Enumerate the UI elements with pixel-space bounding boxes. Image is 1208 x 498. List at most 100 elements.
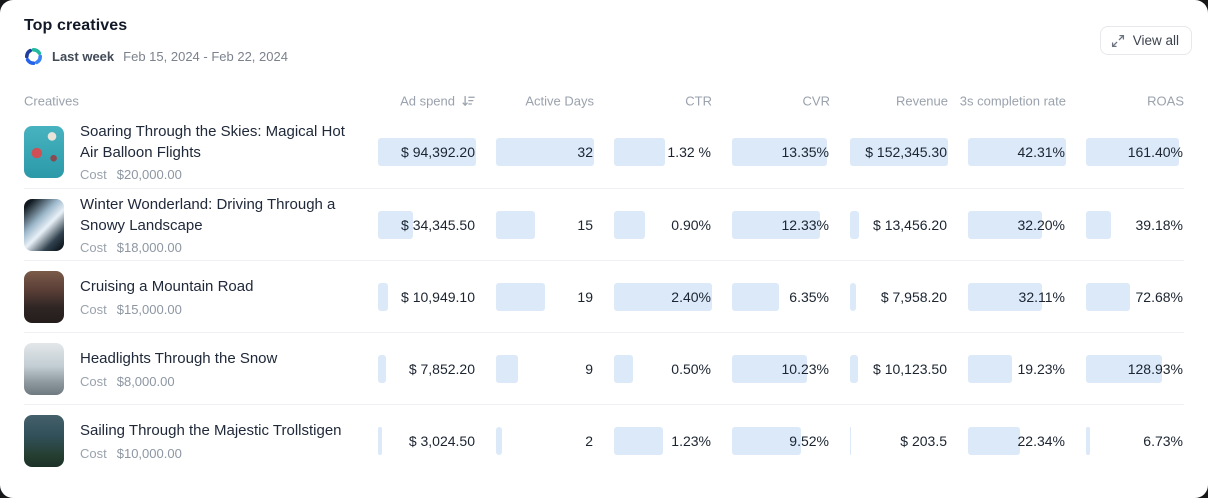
card-header: Top creatives Last week Feb 15, 2024 - F… — [0, 0, 1208, 66]
metric-value: 15 — [577, 217, 593, 233]
date-range: Feb 15, 2024 - Feb 22, 2024 — [123, 49, 288, 64]
creative-title: Soaring Through the Skies: Magical Hot A… — [80, 123, 345, 161]
cost-label: Cost — [80, 445, 107, 461]
metric-value: 161.40% — [1127, 144, 1183, 160]
metric-value: 6.73% — [1143, 433, 1183, 449]
metric-bar — [614, 138, 665, 166]
column-header-ctr[interactable]: CTR — [685, 93, 712, 109]
metric-bar — [968, 138, 1066, 166]
metric-bar — [496, 211, 536, 239]
metric-value: 9 — [585, 361, 593, 377]
cost-value: $8,000.00 — [116, 373, 175, 389]
metric-bar — [968, 355, 1013, 383]
metric-value: 72.68% — [1135, 289, 1183, 305]
metric-value: 10.23% — [781, 361, 829, 377]
fjord-trollstigen-thumbnail — [24, 415, 64, 467]
view-all-button[interactable]: View all — [1099, 26, 1192, 55]
metric-cell-roas: 161.40% — [1086, 116, 1184, 188]
column-header-revenue[interactable]: Revenue — [895, 93, 948, 109]
table-body: Soaring Through the Skies: Magical Hot A… — [24, 116, 1184, 476]
metric-bar — [732, 283, 780, 311]
metric-bar — [496, 427, 502, 455]
metric-bar — [496, 283, 545, 311]
metric-value: 1.23% — [671, 433, 711, 449]
metric-value: $ 10,949.10 — [401, 289, 475, 305]
metric-cell-roas: 39.18% — [1086, 189, 1184, 261]
metric-value: 9.52% — [789, 433, 829, 449]
table-row[interactable]: Winter Wonderland: Driving Through a Sno… — [24, 188, 1184, 260]
metric-cell-ctr: 0.50% — [614, 333, 712, 405]
metric-cell-active-days: 15 — [496, 189, 594, 261]
metric-bar — [968, 211, 1043, 239]
cost-value: $18,000.00 — [116, 239, 182, 255]
metric-cell-roas: 6.73% — [1086, 405, 1184, 477]
creatives-table: Creatives Ad spend Active Days CTR — [0, 86, 1208, 476]
metric-bar — [732, 355, 808, 383]
metric-cell-ad-spend: $ 10,949.10 — [378, 261, 476, 333]
metric-cell-revenue: $ 152,345.30 — [850, 116, 948, 188]
metric-cell-active-days: 9 — [496, 333, 594, 405]
metric-bar — [378, 355, 386, 383]
metric-cell-ad-spend: $ 7,852.20 — [378, 333, 476, 405]
cost-label: Cost — [80, 239, 107, 255]
creative-cell: Soaring Through the Skies: Magical Hot A… — [24, 122, 358, 182]
cost-value: $10,000.00 — [116, 445, 182, 461]
table-row[interactable]: Sailing Through the Majestic Trollstigen… — [24, 404, 1184, 476]
metric-value: $ 10,123.50 — [873, 361, 947, 377]
metric-cell-cvr: 10.23% — [732, 333, 830, 405]
metric-bar — [850, 211, 859, 239]
metric-cell-3s-completion-rate: 19.23% — [968, 333, 1066, 405]
creative-title: Winter Wonderland: Driving Through a Sno… — [80, 196, 336, 234]
metric-value: 2.40% — [671, 289, 711, 305]
metric-value: $ 152,345.30 — [865, 144, 947, 160]
table-row[interactable]: Soaring Through the Skies: Magical Hot A… — [24, 116, 1184, 188]
metric-bar — [496, 355, 518, 383]
metric-value: 32 — [577, 144, 593, 160]
metric-cell-roas: 128.93% — [1086, 333, 1184, 405]
cost-label: Cost — [80, 373, 107, 389]
view-all-label: View all — [1132, 33, 1179, 48]
metric-bar — [850, 283, 856, 311]
metric-bar — [850, 355, 858, 383]
metric-bar — [378, 211, 414, 239]
metric-bar — [378, 138, 476, 166]
metric-value: $ 203.5 — [900, 433, 947, 449]
metric-bar — [968, 283, 1043, 311]
metric-cell-ad-spend: $ 94,392.20 — [378, 116, 476, 188]
metric-cell-ctr: 0.90% — [614, 189, 712, 261]
metric-value: 6.35% — [789, 289, 829, 305]
column-header-roas[interactable]: ROAS — [1147, 93, 1184, 109]
metric-value: $ 94,392.20 — [401, 144, 475, 160]
metric-value: 19.23% — [1017, 361, 1065, 377]
metric-value: 32.11% — [1018, 289, 1065, 305]
expand-icon — [1111, 34, 1125, 48]
metric-value: 1.32 % — [667, 144, 711, 160]
sort-descending-icon[interactable] — [461, 94, 476, 109]
metric-cell-revenue: $ 203.5 — [850, 405, 948, 477]
table-row[interactable]: Headlights Through the Snow Cost $8,000.… — [24, 332, 1184, 404]
metric-bar — [496, 138, 594, 166]
metric-cell-roas: 72.68% — [1086, 261, 1184, 333]
metric-value: $ 13,456.20 — [873, 217, 947, 233]
metric-bar — [1086, 427, 1090, 455]
column-header-cvr[interactable]: CVR — [802, 93, 830, 109]
metric-cell-3s-completion-rate: 32.20% — [968, 189, 1066, 261]
metric-bar — [1086, 355, 1163, 383]
metric-value: 0.50% — [671, 361, 711, 377]
metric-value: $ 7,958.20 — [880, 289, 947, 305]
column-header-ad-spend[interactable]: Ad spend — [378, 86, 476, 116]
hot-air-balloons-thumbnail — [24, 126, 64, 178]
column-header-active-days[interactable]: Active Days — [525, 93, 594, 109]
metric-cell-ctr: 1.23% — [614, 405, 712, 477]
metric-value: 39.18% — [1135, 217, 1183, 233]
metric-value: 12.33% — [781, 217, 829, 233]
cost-label: Cost — [80, 166, 107, 182]
metric-cell-ad-spend: $ 34,345.50 — [378, 189, 476, 261]
period-row: Last week Feb 15, 2024 - Feb 22, 2024 — [24, 47, 288, 66]
mountain-road-thumbnail — [24, 271, 64, 323]
table-row[interactable]: Cruising a Mountain Road Cost $15,000.00… — [24, 260, 1184, 332]
column-header-3s-completion-rate[interactable]: 3s completion rate — [959, 93, 1066, 109]
metric-bar — [1086, 283, 1131, 311]
page-title: Top creatives — [24, 17, 128, 34]
metric-cell-active-days: 32 — [496, 116, 594, 188]
